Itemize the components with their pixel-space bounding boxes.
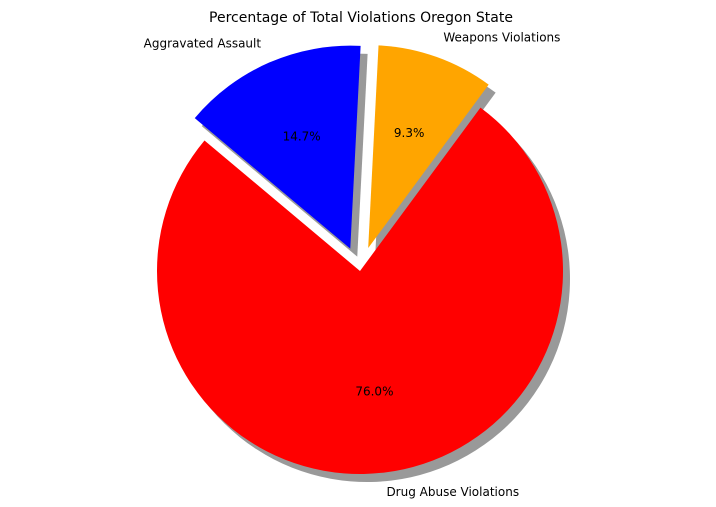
- slice-pct-weapons-violations: 9.3%: [394, 126, 425, 140]
- slice-label-weapons-violations: Weapons Violations: [443, 30, 560, 44]
- slice-drug-abuse-violations: [156, 107, 563, 475]
- slice-layer: [156, 45, 563, 475]
- slice-pct-drug-abuse-violations: 76.0%: [355, 384, 393, 398]
- slice-label-aggravated-assault: Aggravated Assault: [144, 36, 262, 50]
- slice-weapons-violations: [368, 45, 489, 249]
- slice-label-drug-abuse-violations: Drug Abuse Violations: [386, 485, 519, 499]
- slice-pct-aggravated-assault: 14.7%: [283, 130, 321, 144]
- label-layer: Drug Abuse Violations 76.0% Weapons Violat…: [144, 30, 561, 499]
- slice-aggravated-assault: [194, 45, 361, 249]
- chart-title: Percentage of Total Violations Oregon St…: [209, 10, 513, 26]
